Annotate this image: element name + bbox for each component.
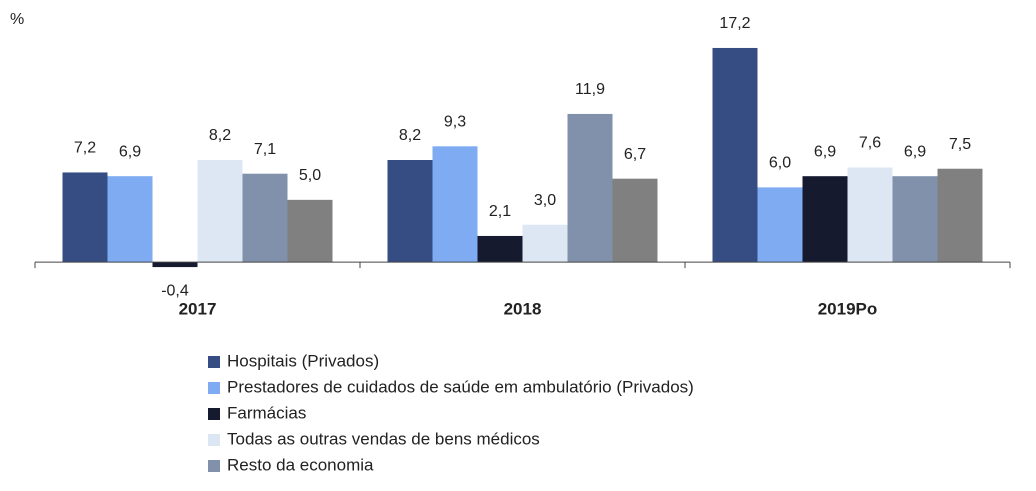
bar xyxy=(197,160,243,263)
value-label: 6,9 xyxy=(119,143,141,160)
bar xyxy=(152,262,198,268)
bar xyxy=(387,160,433,263)
legend-swatch xyxy=(208,408,220,420)
legend-label: Resto da economia xyxy=(227,455,374,474)
legend-label: Hospitais (Privados) xyxy=(227,351,379,370)
bar xyxy=(712,47,758,263)
value-label: 7,6 xyxy=(859,135,881,152)
legend-label: Prestadores de cuidados de saúde em ambu… xyxy=(227,377,694,396)
value-label: 11,9 xyxy=(575,81,605,98)
value-label: 6,9 xyxy=(904,143,926,160)
x-tick-label: 2017 xyxy=(179,299,217,318)
bar xyxy=(847,167,893,263)
bar xyxy=(612,178,658,263)
bar xyxy=(937,168,983,263)
bar xyxy=(802,176,848,263)
value-label: 6,7 xyxy=(624,146,646,163)
value-label: 6,9 xyxy=(814,143,836,160)
value-label: 3,0 xyxy=(534,192,556,209)
value-label: 9,3 xyxy=(444,114,466,131)
legend-label: Todas as outras vendas de bens médicos xyxy=(227,429,540,448)
legend-label: Farmácias xyxy=(227,403,306,422)
unit-label: % xyxy=(10,11,24,28)
value-label: 8,2 xyxy=(209,127,231,144)
bar xyxy=(892,176,938,263)
value-label: 7,5 xyxy=(949,136,971,153)
legend-swatch xyxy=(208,434,220,446)
value-label: 2,1 xyxy=(489,203,511,220)
bar xyxy=(62,172,108,263)
bar xyxy=(432,146,478,263)
value-label: 5,0 xyxy=(299,167,321,184)
x-tick-label: 2019Po xyxy=(818,299,878,318)
x-tick-label: 2018 xyxy=(504,299,542,318)
legend-swatch xyxy=(208,356,220,368)
bar xyxy=(522,224,568,263)
legend-swatch xyxy=(208,460,220,472)
value-label: 8,2 xyxy=(399,127,421,144)
value-label: 6,0 xyxy=(769,155,791,172)
bar xyxy=(567,113,613,263)
bar xyxy=(477,235,523,263)
bar xyxy=(242,173,288,263)
bar xyxy=(287,199,333,263)
bar xyxy=(107,176,153,263)
value-label: 7,1 xyxy=(254,141,276,158)
value-label: 7,2 xyxy=(74,140,96,157)
legend-swatch xyxy=(208,382,220,394)
bar xyxy=(757,187,803,263)
value-label: 17,2 xyxy=(719,15,750,32)
value-label: -0,4 xyxy=(161,282,189,299)
